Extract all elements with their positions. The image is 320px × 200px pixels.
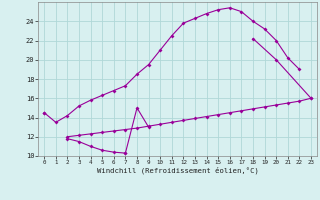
X-axis label: Windchill (Refroidissement éolien,°C): Windchill (Refroidissement éolien,°C) — [97, 167, 259, 174]
